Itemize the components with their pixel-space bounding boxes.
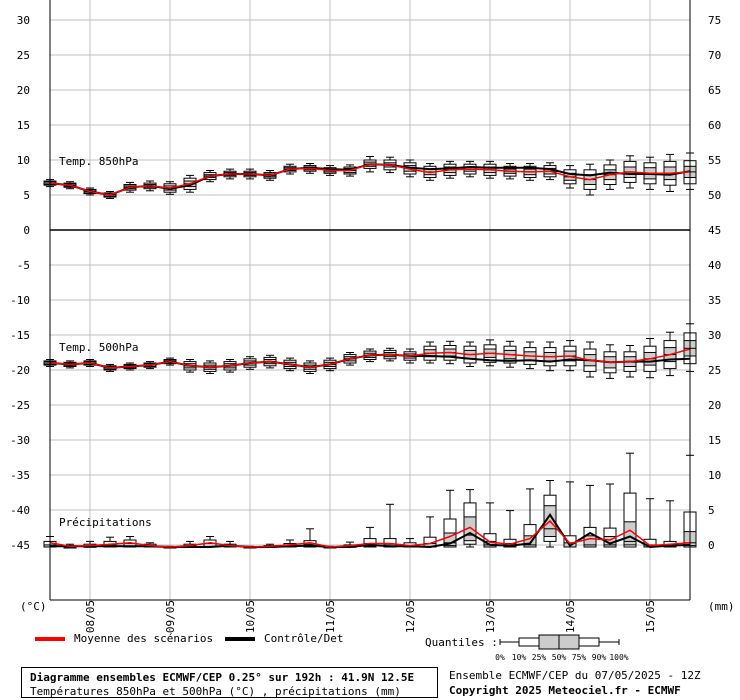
left-tick-label: 15 — [17, 119, 30, 132]
date-tick-label: 14/05 — [564, 600, 577, 633]
right-tick-label: 15 — [708, 434, 721, 447]
left-tick-label: 25 — [17, 49, 30, 62]
mean-line — [49, 163, 691, 196]
right-tick-label: 45 — [708, 224, 721, 237]
quantile-label: 90% — [592, 653, 607, 662]
legend-mean-label: Moyenne des scénarios — [74, 632, 213, 645]
box-25-75 — [583, 535, 597, 548]
title-box: Diagramme ensembles ECMWF/CEP 0.25° sur … — [21, 667, 438, 698]
legend-control-label: Contrôle/Det — [264, 632, 343, 645]
quantile-key: 0% 10% 25% 50% 75% 90% 100% — [495, 634, 629, 662]
panel-label: Temp. 850hPa — [59, 155, 138, 168]
box-whisker — [383, 503, 397, 548]
right-tick-label: 75 — [708, 14, 721, 27]
left-axis-ticks: 30 25 20 15 10 5 0 -5 -10 -15 -20 -25 -30 -35 -40 -45 — [10, 14, 30, 552]
run-info: Ensemble ECMWF/CEP du 07/05/2025 - 12Z — [449, 669, 701, 682]
left-tick-label: -30 — [10, 434, 30, 447]
legend-control-swatch — [225, 637, 255, 641]
date-axis-ticks: 08/05 09/05 10/05 11/05 12/05 13/05 14/05 15/05 — [84, 600, 657, 633]
quantile-label: 50% — [552, 653, 567, 662]
date-tick-label: 12/05 — [404, 600, 417, 633]
box-whisker — [523, 488, 537, 548]
date-tick-label: 11/05 — [324, 600, 337, 633]
left-tick-label: 5 — [23, 189, 30, 202]
quantile-label: 100% — [609, 653, 628, 662]
mean-line — [49, 348, 691, 369]
date-tick-label: 09/05 — [164, 600, 177, 633]
box-whisker — [663, 500, 677, 548]
right-tick-label: 10 — [708, 469, 721, 482]
left-tick-label: 30 — [17, 14, 30, 27]
left-tick-label: -40 — [10, 504, 30, 517]
right-tick-label: 55 — [708, 154, 721, 167]
right-tick-label: 40 — [708, 259, 721, 272]
box-whisker — [203, 536, 217, 548]
date-tick-label: 15/05 — [644, 600, 657, 633]
diagram-subtitle: Températures 850hPa et 500hPa (°C) , pré… — [30, 685, 401, 698]
date-tick-label: 08/05 — [84, 600, 97, 633]
left-tick-label: 0 — [23, 224, 30, 237]
right-tick-label: 35 — [708, 294, 721, 307]
chart-boxes — [43, 152, 697, 549]
right-tick-label: 60 — [708, 119, 721, 132]
panel-label: Temp. 500hPa — [59, 341, 138, 354]
left-tick-label: 20 — [17, 84, 30, 97]
mean-line — [49, 520, 691, 548]
diagram-title: Diagramme ensembles ECMWF/CEP 0.25° sur … — [30, 671, 415, 684]
panel-label: Précipitations — [59, 516, 152, 529]
legend: Moyenne des scénarios Contrôle/Det Quant… — [35, 632, 629, 662]
right-tick-label: 70 — [708, 49, 721, 62]
date-tick-label: 13/05 — [484, 600, 497, 633]
right-axis-unit: (mm) — [708, 600, 735, 613]
quantile-label: 0% — [495, 653, 505, 662]
chart-lines — [49, 163, 691, 549]
quantile-label: 10% — [512, 653, 527, 662]
box-25-75 — [523, 535, 537, 548]
right-tick-label: 20 — [708, 399, 721, 412]
right-tick-label: 30 — [708, 329, 721, 342]
left-tick-label: -15 — [10, 329, 30, 342]
quantile-label: 75% — [572, 653, 587, 662]
chart-grid — [50, 0, 690, 600]
left-tick-label: -45 — [10, 539, 30, 552]
right-tick-label: 50 — [708, 189, 721, 202]
box-whisker — [583, 484, 597, 548]
left-tick-label: -5 — [17, 259, 30, 272]
box-whisker — [643, 498, 657, 548]
left-tick-label: -20 — [10, 364, 30, 377]
right-tick-label: 0 — [708, 539, 715, 552]
box-whisker — [503, 510, 517, 548]
copyright: Copyright 2025 Meteociel.fr - ECMWF — [449, 684, 681, 697]
left-tick-label: -35 — [10, 469, 30, 482]
left-tick-label: 10 — [17, 154, 30, 167]
box-whisker — [463, 489, 477, 548]
box-whisker — [563, 481, 577, 548]
right-tick-label: 5 — [708, 504, 715, 517]
date-tick-label: 10/05 — [244, 600, 257, 633]
chart-frame — [49, 0, 691, 601]
left-axis-unit: (°C) — [20, 600, 47, 613]
panel-labels: Temp. 850hPa Temp. 500hPa Précipitations — [59, 155, 152, 529]
right-tick-label: 25 — [708, 364, 721, 377]
left-tick-label: -10 — [10, 294, 30, 307]
left-tick-label: -25 — [10, 399, 30, 412]
legend-mean-swatch — [35, 637, 65, 641]
quantile-label: 25% — [532, 653, 547, 662]
quantiles-label: Quantiles : — [425, 636, 498, 649]
right-tick-label: 65 — [708, 84, 721, 97]
